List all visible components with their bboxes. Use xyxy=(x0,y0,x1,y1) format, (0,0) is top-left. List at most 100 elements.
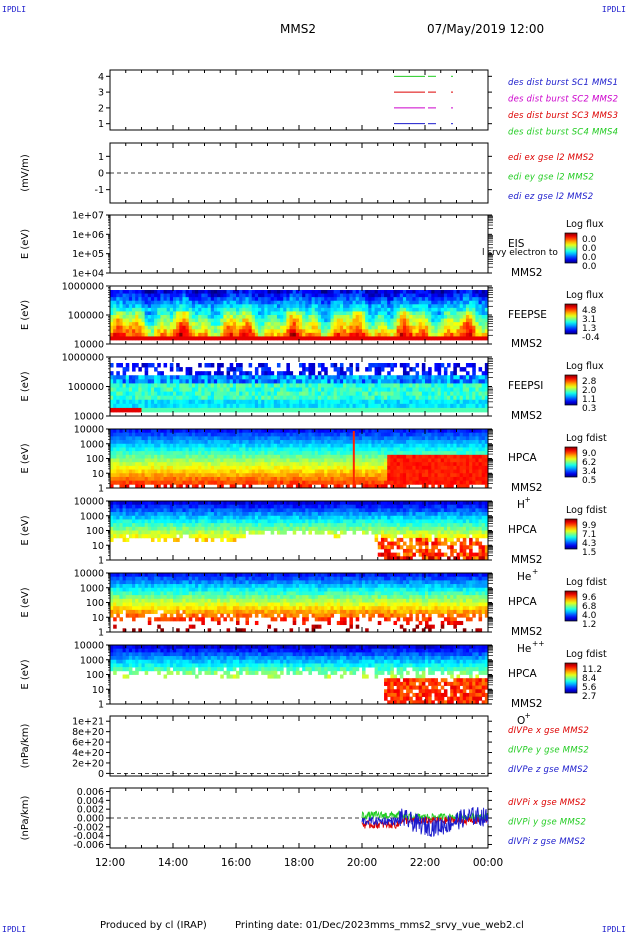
spectrogram-cell xyxy=(305,403,309,409)
spectrogram-cell xyxy=(346,443,350,448)
spectrogram-cell xyxy=(270,336,275,341)
spectrogram-cell xyxy=(116,315,120,319)
spectrogram-cell xyxy=(484,304,489,309)
spectrogram-cell xyxy=(311,447,316,452)
spectrogram-cell xyxy=(185,403,190,409)
spectrogram-cell xyxy=(270,332,275,337)
spectrogram-cell xyxy=(207,454,212,459)
spectrogram-cell xyxy=(267,476,272,482)
spectrogram-cell xyxy=(431,332,435,337)
spectrogram-cell xyxy=(276,429,281,434)
spectrogram-cell xyxy=(125,315,130,319)
spectrogram-cell xyxy=(358,322,363,327)
spectrogram-cell xyxy=(251,407,256,413)
spectrogram-cell xyxy=(336,293,341,298)
spectrogram-cell xyxy=(147,300,152,305)
spectrogram-cell xyxy=(198,387,202,392)
spectrogram-cell xyxy=(239,451,243,456)
spectrogram-cell xyxy=(169,429,174,434)
spectrogram-cell xyxy=(122,407,127,413)
spectrogram-cell xyxy=(371,407,375,413)
spectrogram-cell xyxy=(135,290,139,294)
spectrogram-cell xyxy=(295,484,300,489)
spectrogram-cell xyxy=(229,300,234,305)
spectrogram-cell xyxy=(380,484,385,489)
spectrogram-cell xyxy=(349,436,353,441)
spectrogram-cell xyxy=(267,436,272,441)
spectrogram-cell xyxy=(302,300,306,305)
spectrogram-cell xyxy=(116,451,120,456)
spectrogram-cell xyxy=(160,300,164,305)
spectrogram-cell xyxy=(380,332,385,337)
spectrogram-cell xyxy=(440,304,445,309)
spectrogram-cell xyxy=(163,480,168,485)
spectrogram-cell xyxy=(201,432,205,437)
spectrogram-cell xyxy=(409,436,413,441)
spectrogram-cell xyxy=(295,304,300,309)
spectrogram-cell xyxy=(116,465,120,470)
spectrogram-cell xyxy=(415,315,420,319)
spectrogram-cell xyxy=(321,454,325,459)
spectrogram-cell xyxy=(232,432,237,437)
spectrogram-cell xyxy=(185,379,190,384)
spectrogram-cell xyxy=(387,297,391,302)
spectrogram-cell xyxy=(305,387,309,392)
spectrogram-cell xyxy=(122,290,127,294)
spectrogram-cell xyxy=(198,363,202,368)
spectrogram-cell xyxy=(273,469,278,474)
spectrogram-cell xyxy=(191,447,196,452)
spectrogram-cell xyxy=(229,469,234,474)
spectrogram-cell xyxy=(210,473,215,478)
spectrogram-cell xyxy=(188,395,193,401)
spectrogram-cell xyxy=(173,307,177,312)
spectrogram-cell xyxy=(336,480,341,485)
spectrogram-cell xyxy=(478,383,483,388)
spectrogram-cell xyxy=(270,436,275,441)
spectrogram-cell xyxy=(286,454,290,459)
spectrogram-cell xyxy=(437,367,442,372)
spectrogram-cell xyxy=(402,429,407,434)
spectrogram-cell xyxy=(138,465,142,470)
spectrogram-cell xyxy=(434,395,438,401)
spectrogram-cell xyxy=(201,387,205,392)
spectrogram-cell xyxy=(166,290,171,294)
spectrogram-cell xyxy=(478,322,483,327)
spectrogram-cell xyxy=(188,473,193,478)
spectrogram-cell xyxy=(283,473,287,478)
spectrogram-cell xyxy=(135,407,139,413)
spectrogram-cell xyxy=(132,429,136,434)
spectrogram-cell xyxy=(264,395,268,401)
spectrogram-cell xyxy=(176,443,180,448)
spectrogram-cell xyxy=(248,443,253,448)
spectrogram-cell xyxy=(418,325,423,330)
spectrogram-cell xyxy=(343,480,347,485)
spectrogram-cell xyxy=(188,375,193,380)
spectrogram-cell xyxy=(132,403,136,409)
spectrogram-cell xyxy=(150,403,155,409)
spectrogram-cell xyxy=(399,293,404,298)
spectrogram-cell xyxy=(336,447,341,452)
spectrogram-cell xyxy=(254,399,259,405)
spectrogram-cell xyxy=(144,322,149,327)
spectrogram-cell xyxy=(128,322,133,327)
spectrogram-cell xyxy=(144,300,149,305)
spectrogram-cell xyxy=(339,476,344,482)
spectrogram-cell xyxy=(261,436,265,441)
spectrogram-cell xyxy=(141,473,146,478)
spectrogram-cell xyxy=(185,375,190,380)
spectrogram-cell xyxy=(295,336,300,341)
spectrogram-cell xyxy=(352,387,357,392)
spectrogram-cell xyxy=(185,429,190,434)
spectrogram-cell xyxy=(402,395,407,401)
spectrogram-cell xyxy=(163,311,168,316)
spectrogram-cell xyxy=(191,480,196,485)
spectrogram-cell xyxy=(311,297,316,302)
spectrogram-cell xyxy=(113,293,117,298)
spectrogram-cell xyxy=(425,375,429,380)
spectrogram-cell xyxy=(481,403,486,409)
spectrogram-cell xyxy=(295,375,300,380)
spectrogram-cell xyxy=(236,462,240,467)
spectrogram-cell xyxy=(132,407,136,413)
spectrogram-cell xyxy=(273,473,278,478)
spectrogram-cell xyxy=(396,332,401,337)
